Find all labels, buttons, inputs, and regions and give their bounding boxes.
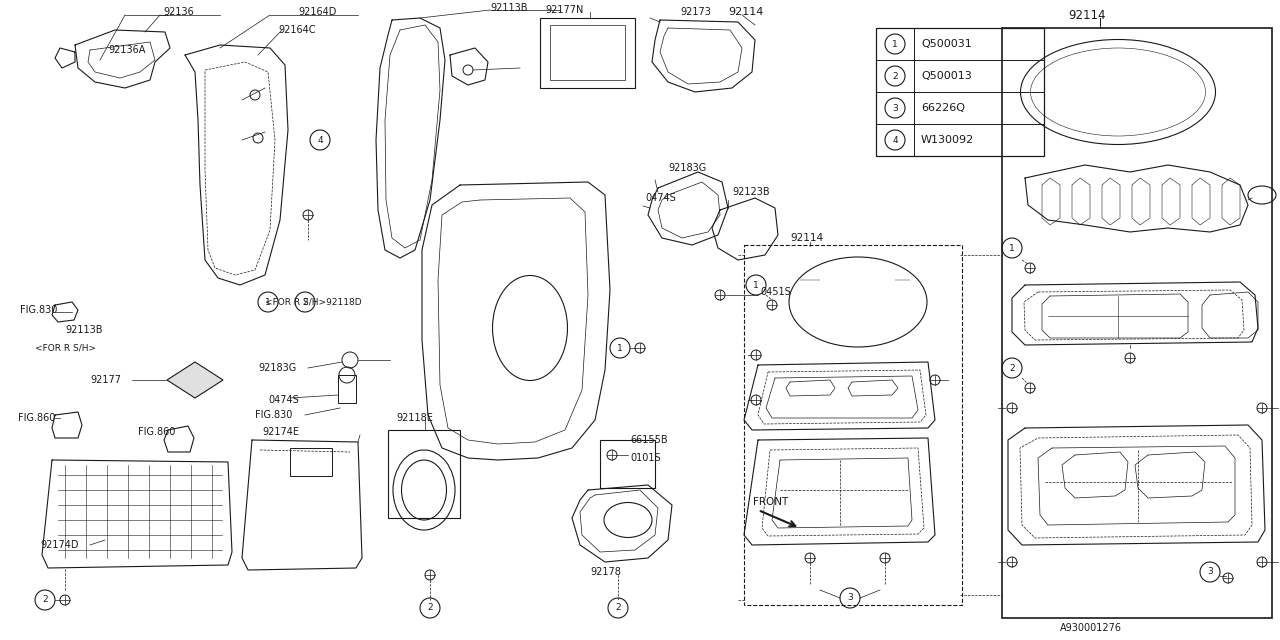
Text: 3: 3 xyxy=(847,593,852,602)
Text: 92183G: 92183G xyxy=(668,163,707,173)
Text: 92174D: 92174D xyxy=(40,540,78,550)
Polygon shape xyxy=(166,362,223,398)
Text: W130092: W130092 xyxy=(922,135,974,145)
Text: 2: 2 xyxy=(302,298,307,307)
Text: 92123B: 92123B xyxy=(732,187,769,197)
Text: 1: 1 xyxy=(1009,243,1015,253)
Bar xyxy=(338,375,356,403)
Text: 2: 2 xyxy=(892,72,897,81)
Text: 3: 3 xyxy=(892,104,897,113)
Text: A930001276: A930001276 xyxy=(1060,623,1123,633)
Text: 1: 1 xyxy=(892,40,897,49)
Text: Q500031: Q500031 xyxy=(922,39,972,49)
Text: 66226Q: 66226Q xyxy=(922,103,965,113)
Text: 0474S: 0474S xyxy=(645,193,676,203)
Text: 0474S: 0474S xyxy=(268,395,298,405)
Text: 92178: 92178 xyxy=(590,567,621,577)
Text: FRONT: FRONT xyxy=(753,497,788,507)
Text: 1: 1 xyxy=(617,344,623,353)
Text: 4: 4 xyxy=(317,136,323,145)
Text: 92118E: 92118E xyxy=(396,413,433,423)
Text: 92113B: 92113B xyxy=(65,325,102,335)
Text: 92177N: 92177N xyxy=(545,5,584,15)
Text: Q500013: Q500013 xyxy=(922,71,972,81)
Bar xyxy=(388,430,460,518)
Bar xyxy=(1002,28,1272,618)
Text: 92114: 92114 xyxy=(728,7,763,17)
Text: 66155B: 66155B xyxy=(630,435,668,445)
Bar xyxy=(291,448,332,476)
Text: 92136: 92136 xyxy=(163,7,193,17)
Text: 3: 3 xyxy=(1207,568,1213,577)
Text: 2: 2 xyxy=(1009,364,1015,372)
Text: FIG.860: FIG.860 xyxy=(18,413,55,423)
Text: 92164C: 92164C xyxy=(278,25,315,35)
Text: 2: 2 xyxy=(428,604,433,612)
Text: FIG.860: FIG.860 xyxy=(138,427,175,437)
Text: 92173: 92173 xyxy=(680,7,710,17)
Text: 1: 1 xyxy=(265,298,271,307)
Text: <FOR R S/H>92118D: <FOR R S/H>92118D xyxy=(265,298,362,307)
Text: 92183G: 92183G xyxy=(259,363,296,373)
Text: 0101S: 0101S xyxy=(630,453,660,463)
Text: 92164D: 92164D xyxy=(298,7,337,17)
Text: 0451S: 0451S xyxy=(760,287,791,297)
Text: 92113B: 92113B xyxy=(490,3,527,13)
Text: 1: 1 xyxy=(753,280,759,289)
Text: 92174E: 92174E xyxy=(262,427,300,437)
Text: <FOR R S/H>: <FOR R S/H> xyxy=(35,344,96,353)
Text: 92114: 92114 xyxy=(790,233,823,243)
Text: FIG.830: FIG.830 xyxy=(20,305,58,315)
Text: 2: 2 xyxy=(42,595,47,605)
Bar xyxy=(876,28,1044,156)
Bar xyxy=(600,440,655,488)
Bar xyxy=(744,245,963,605)
Bar xyxy=(540,18,635,88)
Text: 4: 4 xyxy=(892,136,897,145)
Text: 2: 2 xyxy=(616,604,621,612)
Text: 92136A: 92136A xyxy=(108,45,146,55)
Text: FIG.830: FIG.830 xyxy=(255,410,292,420)
Text: 92114: 92114 xyxy=(1068,8,1106,22)
Text: 92177: 92177 xyxy=(90,375,122,385)
Bar xyxy=(550,25,625,80)
